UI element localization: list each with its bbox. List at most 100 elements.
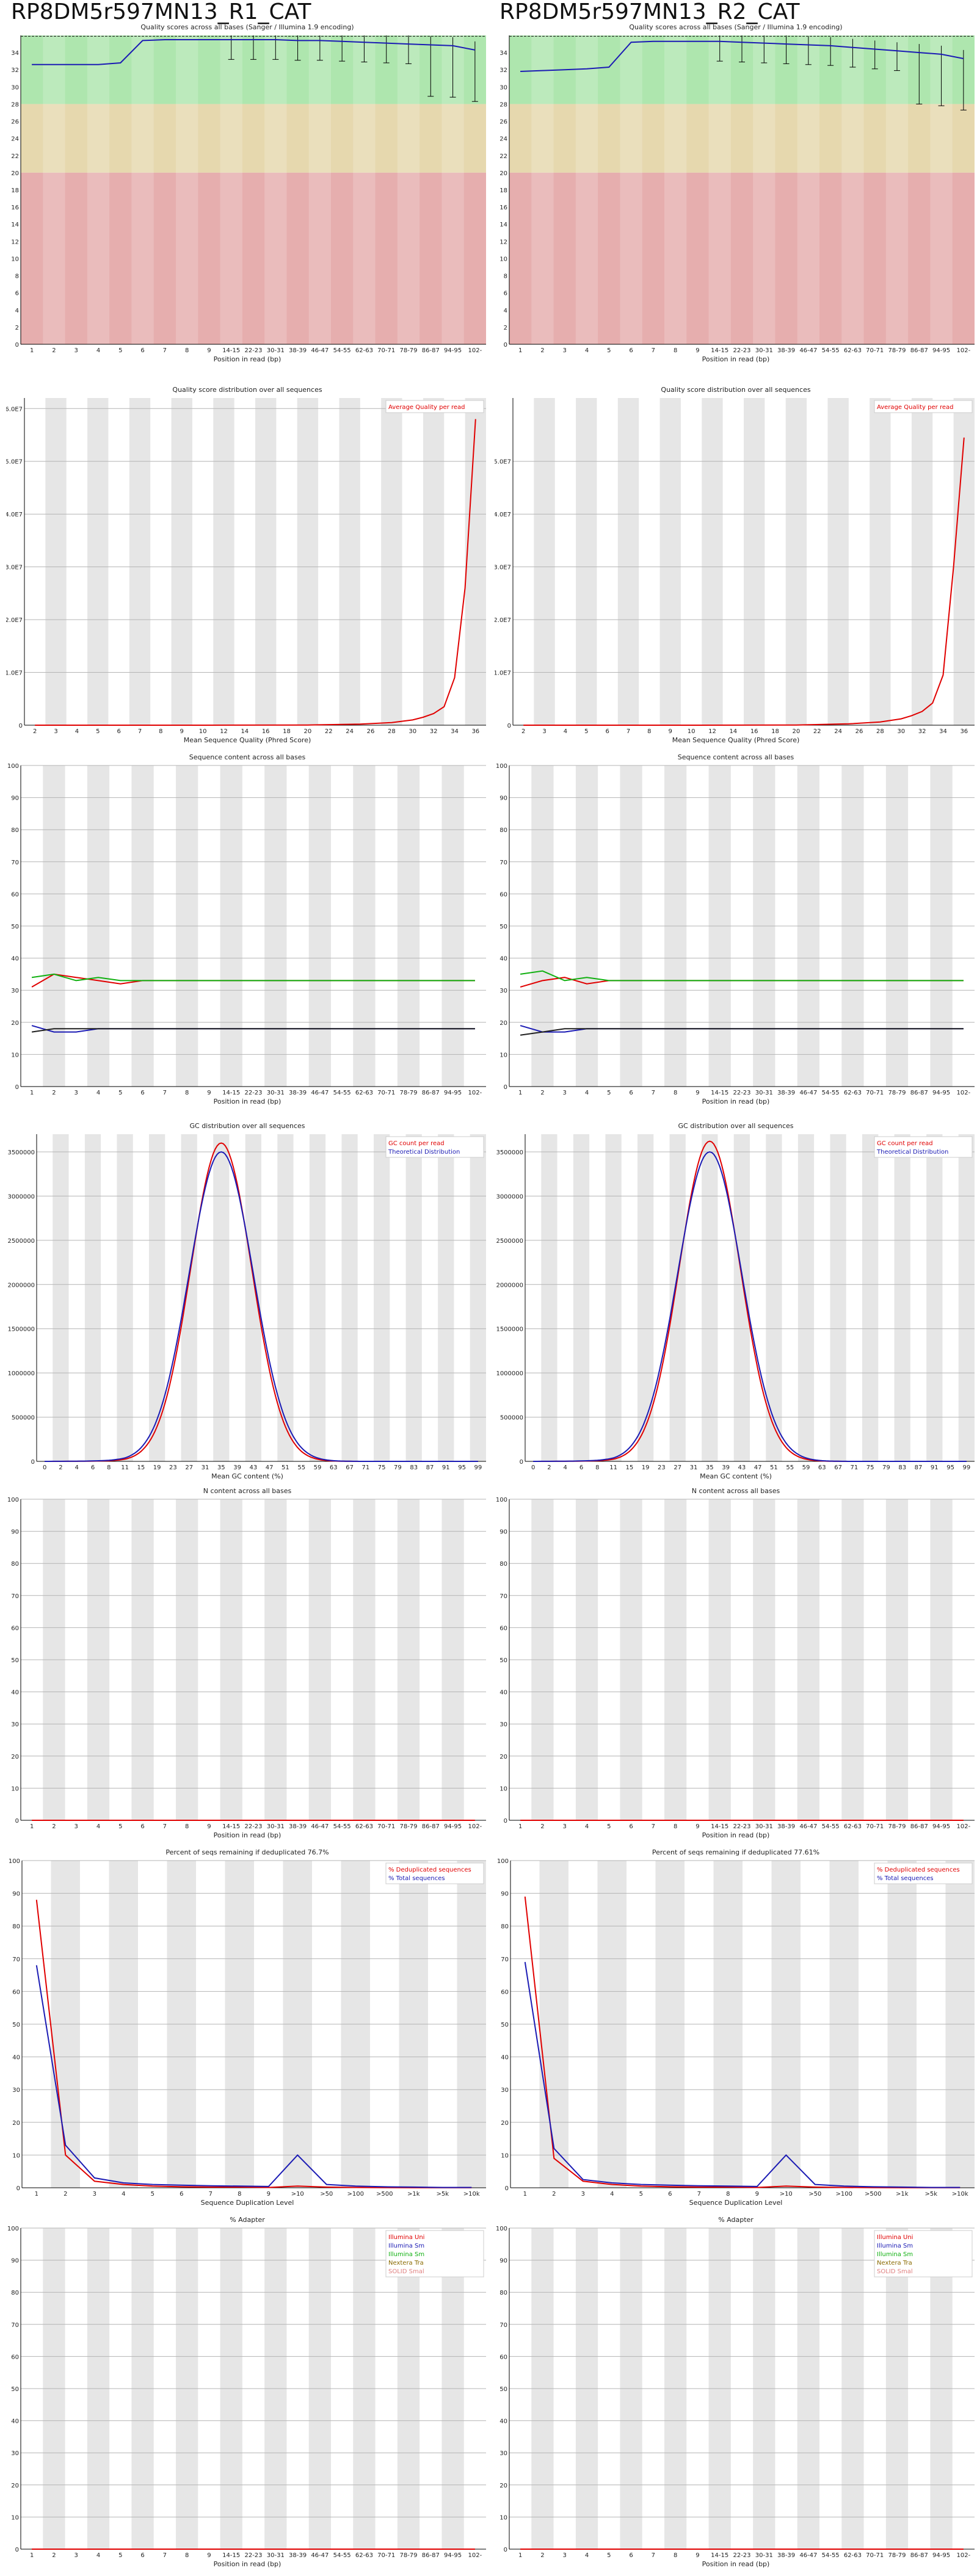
x-tick-label: 8	[185, 2552, 189, 2559]
y-tick-label: 90	[12, 1891, 20, 1898]
x-tick-label: 62-63	[355, 1090, 373, 1096]
x-tick-label: 12	[220, 728, 228, 735]
x-tick-label: 20	[304, 728, 312, 735]
quality-zone-reasonable	[509, 104, 975, 173]
y-tick-label: 3500000	[7, 1149, 35, 1156]
y-tick-label: 22	[499, 153, 507, 160]
x-tick-label: 5	[96, 728, 100, 735]
y-tick-label: 2000000	[496, 1282, 523, 1289]
x-tick-label: 30-31	[755, 347, 773, 354]
y-tick-label: 20	[11, 1754, 19, 1760]
x-tick-label: 102-	[957, 1823, 971, 1830]
x-tick-label: 70-71	[866, 347, 884, 354]
y-tick-label: 0	[15, 2547, 19, 2553]
x-tick-label: 102-	[468, 2552, 482, 2559]
x-tick-label: 102-	[468, 1090, 482, 1096]
y-tick-label: 90	[11, 795, 19, 802]
chart-title: Percent of seqs remaining if deduplicate…	[652, 1848, 819, 1856]
r1-gc-stripe	[84, 1134, 101, 1461]
y-tick-label: 60	[12, 1989, 20, 1995]
x-tick-label: 1	[35, 2191, 38, 2198]
duplication-line-1	[35, 1965, 472, 2188]
x-tick-label: 2	[52, 2552, 56, 2559]
quality-stripe	[397, 35, 420, 344]
x-tick-label: 6	[668, 2191, 672, 2198]
quality-stripe	[620, 35, 642, 344]
x-tick-label: >5k	[436, 2191, 449, 2198]
quality-stripe	[264, 35, 287, 344]
r2-qdist-stripe	[827, 398, 849, 725]
x-tick-label: 54-55	[822, 2552, 840, 2559]
x-tick-label: 9	[696, 2552, 699, 2559]
x-axis-label: Position in read (bp)	[214, 1098, 281, 1105]
y-tick-label: 90	[11, 1529, 19, 1536]
x-tick-label: 22-23	[733, 1090, 750, 1096]
x-tick-label: >100	[347, 2191, 364, 2198]
x-tick-label: 78-79	[399, 1823, 417, 1830]
x-tick-label: 3	[563, 1090, 567, 1096]
x-tick-label: 87	[426, 1464, 434, 1471]
legend-entry: Theoretical Distribution	[876, 1149, 948, 1156]
r1-gc-stripe	[374, 1134, 390, 1461]
x-tick-label: 86-87	[422, 347, 440, 354]
y-tick-label: 5.0E7	[495, 459, 511, 466]
x-tick-label: 1	[518, 1090, 522, 1096]
x-tick-label: 6	[579, 1464, 583, 1471]
x-tick-label: 35	[217, 1464, 225, 1471]
x-tick-label: >5k	[924, 2191, 937, 2198]
x-tick-label: 46-47	[799, 1090, 817, 1096]
x-tick-label: 94-95	[444, 347, 462, 354]
x-tick-label: 23	[658, 1464, 666, 1471]
x-tick-label: 2	[64, 2191, 67, 2198]
x-tick-label: 15	[137, 1464, 145, 1471]
y-tick-label: 2000000	[7, 1282, 35, 1289]
x-tick-label: 86-87	[910, 1823, 928, 1830]
x-axis-label: Position in read (bp)	[214, 355, 281, 363]
x-tick-label: 22-23	[733, 347, 750, 354]
x-tick-label: 8	[107, 1464, 111, 1471]
x-tick-label: 46-47	[311, 1090, 329, 1096]
x-tick-label: 4	[585, 1823, 589, 1830]
x-tick-label: 22-23	[244, 1823, 262, 1830]
quality-stripe	[708, 35, 731, 344]
x-tick-label: 86-87	[422, 1090, 440, 1096]
chart-r2-sequence-content: Sequence content across all bases Positio…	[496, 753, 975, 1105]
y-tick-label: 100	[497, 1858, 509, 1865]
y-tick-label: 16	[11, 204, 19, 211]
x-tick-label: 54-55	[822, 1090, 840, 1096]
y-tick-label: 40	[501, 2055, 509, 2061]
y-tick-label: 80	[11, 2290, 19, 2296]
x-tick-label: 46-47	[799, 1823, 817, 1830]
y-tick-label: 4	[15, 308, 19, 314]
x-tick-label: 31	[690, 1464, 698, 1471]
x-tick-label: 14-15	[711, 1823, 728, 1830]
chart-r1-n-content: N content across all bases Position in re…	[7, 1487, 486, 1839]
quality-stripe	[531, 35, 554, 344]
x-tick-label: 1	[30, 1823, 34, 1830]
x-axis-label: Position in read (bp)	[702, 355, 770, 363]
x-tick-label: 7	[163, 1823, 167, 1830]
legend-entry: Illumina Uni	[877, 2234, 913, 2241]
x-tick-label: 30-31	[755, 1090, 773, 1096]
x-tick-label: 3	[74, 347, 78, 354]
y-tick-label: 10	[12, 2152, 20, 2159]
x-tick-label: 6	[629, 2552, 633, 2559]
y-tick-label: 14	[499, 222, 507, 228]
x-tick-label: 46-47	[311, 347, 329, 354]
r2-qdist-stripe	[659, 398, 681, 725]
y-tick-label: 16	[499, 204, 507, 211]
y-tick-label: 0	[19, 723, 23, 729]
r2-qdist-stripe	[870, 398, 891, 725]
y-tick-label: 18	[11, 187, 19, 194]
r2-qdist-stripe	[911, 398, 933, 725]
r1-qdist-stripe	[339, 398, 360, 725]
y-tick-label: 100	[7, 763, 19, 770]
x-tick-label: 30-31	[267, 2552, 285, 2559]
quality-stripe	[885, 35, 909, 344]
y-tick-label: 60	[11, 2354, 19, 2361]
y-tick-label: 60	[11, 891, 19, 898]
legend-entry: Illumina Sm	[877, 2251, 913, 2258]
x-tick-label: 2	[52, 347, 56, 354]
x-tick-label: 14	[241, 728, 249, 735]
legend-entry: Illumina Uni	[388, 2234, 424, 2241]
